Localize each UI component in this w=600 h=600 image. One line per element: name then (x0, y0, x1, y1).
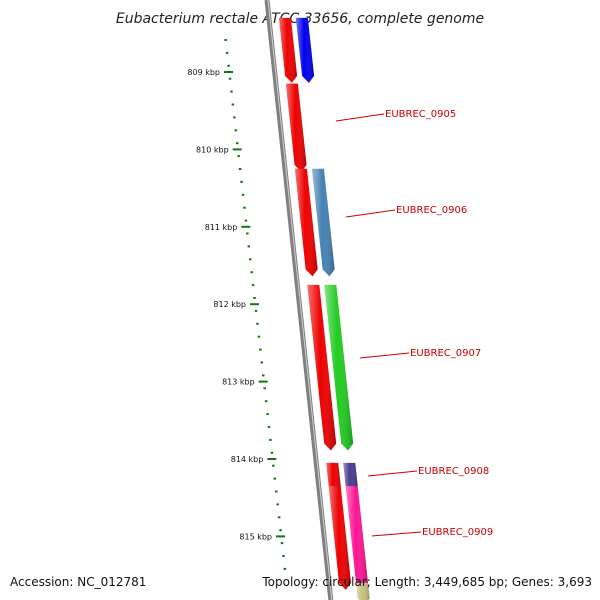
gene-arrow-shading (343, 462, 358, 494)
gene-arrow (345, 486, 369, 590)
position-ruler: 809 kbp 810 kbp 811 kbp 812 kbp 813 kbp 814 k… (187, 39, 287, 570)
gene-arrow-shading (307, 284, 337, 451)
ruler-tick-label: 815 kbp (239, 532, 272, 541)
gene-arrow (307, 284, 337, 451)
gene-labels: EUBREC_0905 EUBREC_0906 EUBREC_0907 EUBREC_… (335, 109, 493, 538)
ruler-tick-label: 809 kbp (187, 68, 220, 77)
gene-label-leader (367, 470, 418, 477)
gene-label[interactable]: EUBREC_0906 (396, 205, 467, 216)
gene-arrow (295, 17, 315, 83)
gene-arrow-shading (356, 582, 370, 600)
gene-arrow (343, 462, 358, 494)
gene-label-leader (335, 113, 385, 122)
gene-arrow-shading (311, 168, 335, 277)
ruler-tick-label: 811 kbp (205, 223, 238, 232)
ruler-tick-label: 813 kbp (222, 378, 255, 387)
gene-arrow (285, 83, 307, 172)
gene-arrow-shading (326, 462, 341, 494)
genome-backbone (264, 0, 334, 600)
gene-label-leader (371, 531, 422, 537)
gene-label[interactable]: EUBREC_0909 (422, 527, 493, 538)
gene-arrow-shading (345, 486, 369, 590)
gene-arrow-shading (295, 17, 315, 83)
ruler-tick-label: 814 kbp (231, 455, 264, 464)
gene-arrow-shading (285, 83, 307, 172)
gene-arrow (278, 17, 298, 83)
gene-arrow (311, 168, 335, 277)
gene-label[interactable]: EUBREC_0907 (410, 348, 481, 359)
gene-label[interactable]: EUBREC_0908 (418, 466, 489, 477)
accession-text: Accession: NC_012781 (10, 575, 147, 589)
backbone-line (264, 0, 334, 600)
gene-arrow (328, 486, 352, 590)
gene-arrow-shading (324, 284, 354, 451)
gene-arrow-shading (328, 486, 352, 590)
gene-label[interactable]: EUBREC_0905 (385, 109, 456, 120)
backbone-highlight (267, 0, 333, 600)
gene-arrow (326, 462, 341, 494)
gene-label-leader (345, 209, 396, 218)
gene-arrow (294, 168, 318, 277)
gene-track (278, 17, 370, 600)
gene-label-leader (359, 352, 410, 359)
gene-arrow (324, 284, 354, 451)
topology-text: Topology: circular; Length: 3,449,685 bp… (262, 575, 592, 589)
gene-arrow-shading (294, 168, 318, 277)
ruler-tick-label: 812 kbp (213, 300, 246, 309)
ruler-tick-label: 810 kbp (196, 145, 229, 154)
gene-arrow (356, 582, 370, 600)
gene-arrow-shading (278, 17, 298, 83)
